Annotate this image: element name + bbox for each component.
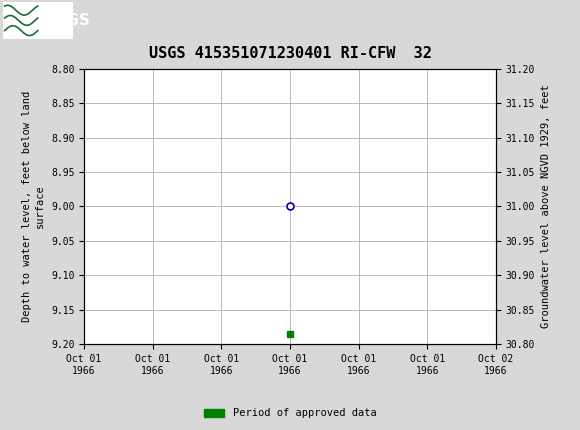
Y-axis label: Groundwater level above NGVD 1929, feet: Groundwater level above NGVD 1929, feet	[541, 85, 550, 328]
Text: USGS 415351071230401 RI-CFW  32: USGS 415351071230401 RI-CFW 32	[148, 46, 432, 61]
Text: USGS: USGS	[44, 13, 90, 28]
Y-axis label: Depth to water level, feet below land
surface: Depth to water level, feet below land su…	[22, 91, 45, 322]
Bar	[3, 2, 72, 39]
Legend: Period of approved data: Period of approved data	[200, 404, 380, 423]
